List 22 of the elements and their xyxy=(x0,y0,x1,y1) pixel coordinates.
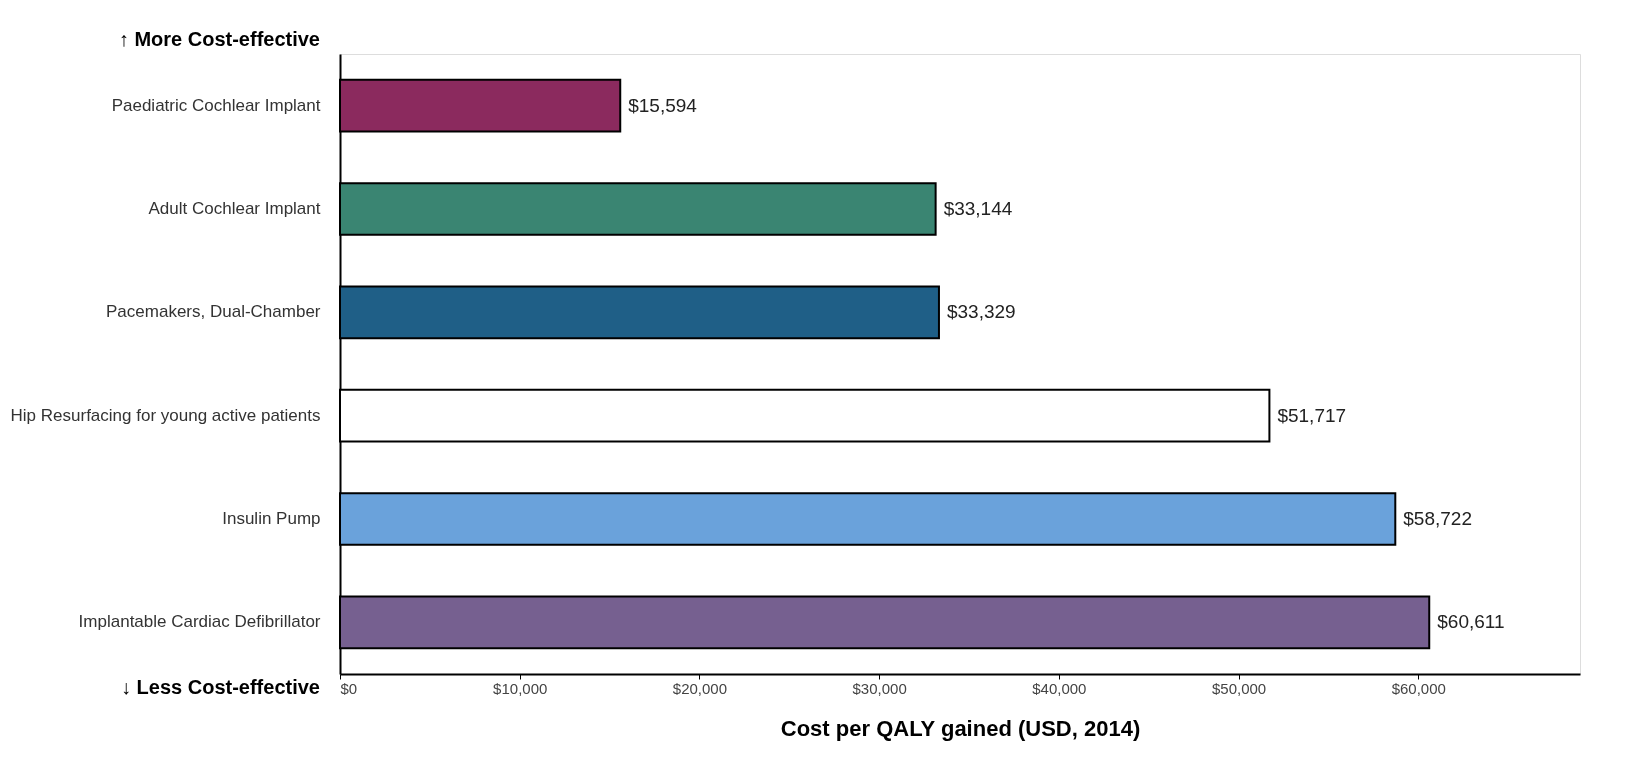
x-tick-label: $10,000 xyxy=(493,679,548,697)
y-tick-label: Adult Cochlear Implant xyxy=(148,199,321,218)
data-label: $33,144 xyxy=(943,198,1013,219)
x-tick-label: $20,000 xyxy=(672,679,728,697)
x-tick-label: $50,000 xyxy=(1211,679,1267,697)
data-label: $60,611 xyxy=(1437,611,1505,633)
x-tick-label: $30,000 xyxy=(852,679,907,697)
x-axis-title: Cost per QALY gained (USD, 2014) xyxy=(780,715,1141,741)
x-tick-label: $0 xyxy=(340,679,358,697)
y-tick-label: Insulin Pump xyxy=(222,509,321,528)
data-label: $15,594 xyxy=(628,94,698,116)
text: ↓ Less Cost-effective xyxy=(121,676,320,698)
x-tick-label: $40,000 xyxy=(1032,679,1087,697)
x-tick-label: $60,000 xyxy=(1391,679,1446,697)
y-tick-label: Paediatric Cochlear Implant xyxy=(111,95,321,115)
y-tick-label: Hip Resurfacing for young active patients xyxy=(10,405,321,425)
y-tick-label: Implantable Cardiac Defibrillator xyxy=(78,612,321,632)
y-tick-label: Pacemakers, Dual-Chamber xyxy=(106,302,321,322)
data-label: $51,717 xyxy=(1277,404,1347,426)
data-label: $33,329 xyxy=(946,301,1016,323)
data-label: $58,722 xyxy=(1403,508,1472,529)
text: ↑ More Cost-effective xyxy=(118,28,320,50)
